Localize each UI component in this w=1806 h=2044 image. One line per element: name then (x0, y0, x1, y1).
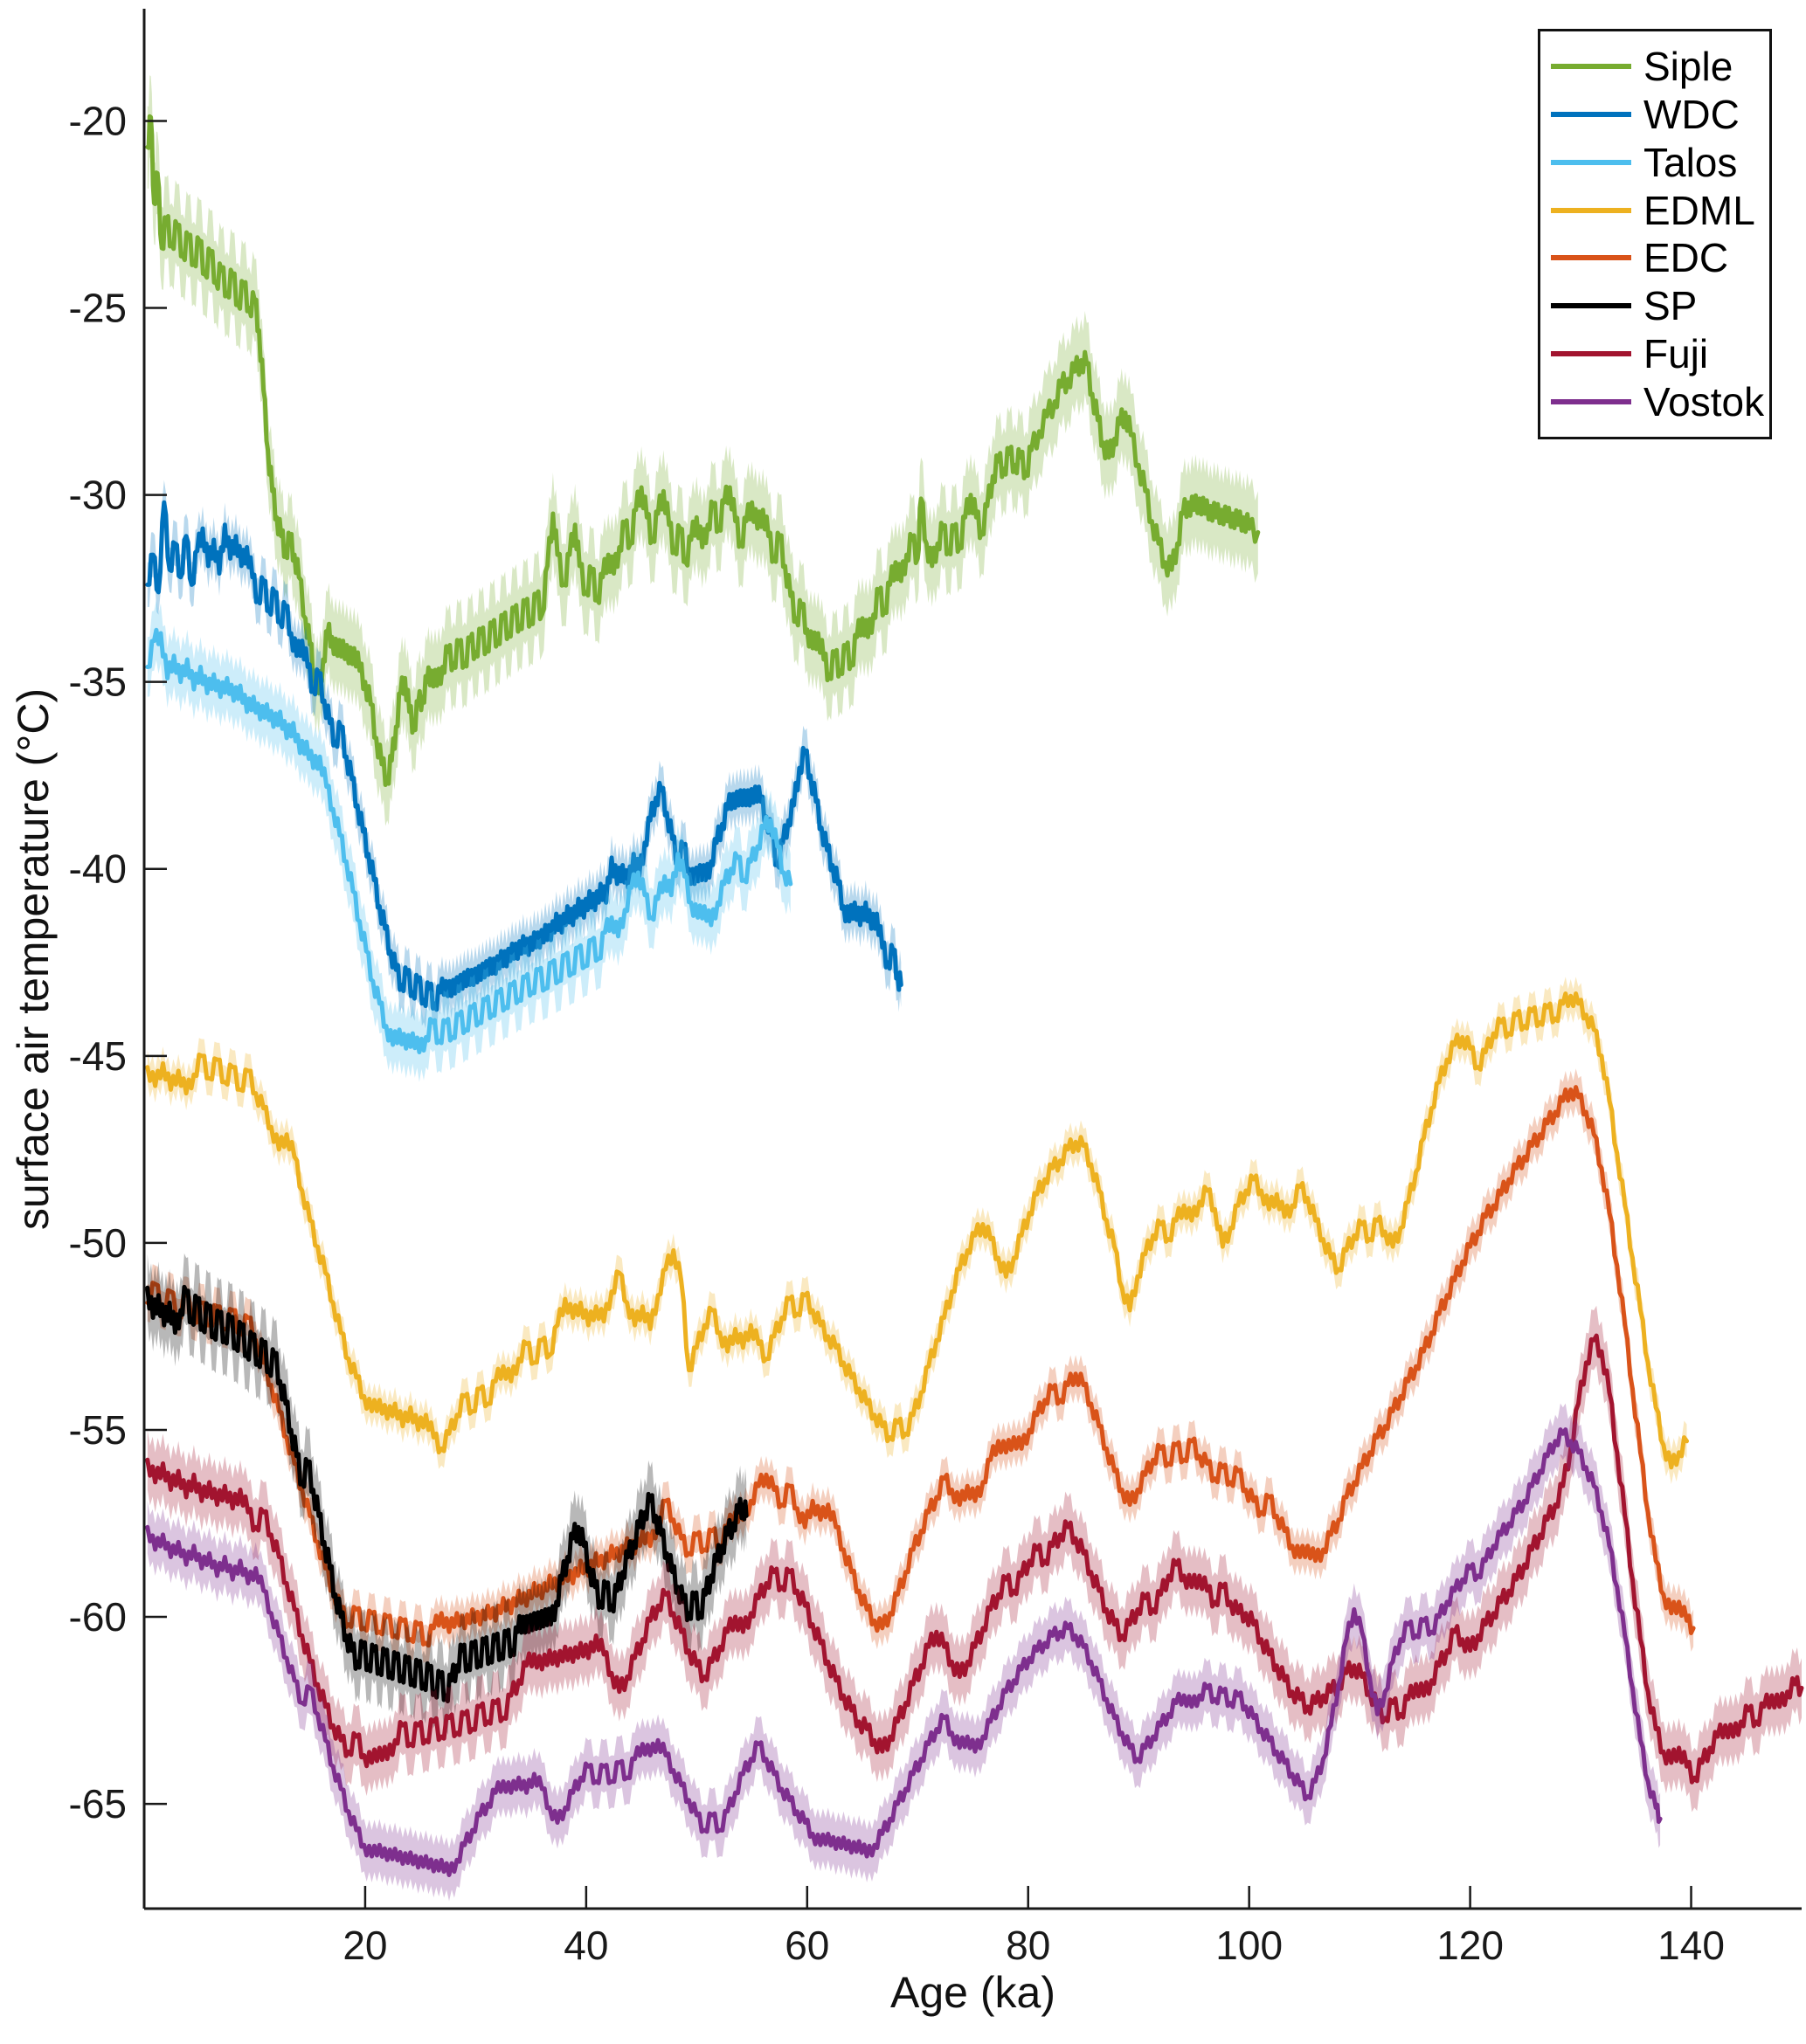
x-tick-label: 120 (1436, 1923, 1504, 1968)
legend-item-edc: EDC (1551, 238, 1769, 278)
y-axis-label: surface air temperature (°C) (9, 687, 58, 1231)
legend-line-swatch-sp (1551, 303, 1631, 309)
line-wdc (145, 500, 903, 1012)
legend-item-edml: EDML (1551, 190, 1769, 231)
legend-label-edml: EDML (1643, 187, 1755, 233)
line-talos (145, 627, 793, 1054)
y-tick-label: -60 (69, 1594, 127, 1640)
y-tick-label: -65 (69, 1781, 127, 1826)
x-tick-label: 60 (785, 1923, 829, 1968)
legend-label-siple: Siple (1643, 43, 1733, 89)
legend-line-swatch-vostok (1551, 399, 1631, 404)
series-sp (145, 1253, 749, 1735)
x-tick-label: 80 (1006, 1923, 1050, 1968)
legend-item-sp: SP (1551, 286, 1769, 326)
y-tick-label: -45 (69, 1033, 127, 1079)
legend-label-fuji: Fuji (1643, 331, 1709, 377)
legend-item-siple: Siple (1551, 46, 1769, 86)
line-vostok (145, 1427, 1663, 1877)
legend-line-swatch-fuji (1551, 351, 1631, 357)
legend-item-talos: Talos (1551, 142, 1769, 183)
series-edc (145, 1068, 1696, 1665)
uncertainty-band-vostok (147, 1403, 1661, 1902)
legend-label-edc: EDC (1643, 235, 1729, 281)
y-tick-label: -30 (69, 473, 127, 518)
x-tick-label: 40 (564, 1923, 608, 1968)
legend-item-vostok: Vostok (1551, 382, 1769, 422)
line-edc (145, 1085, 1696, 1648)
legend-item-fuji: Fuji (1551, 334, 1769, 374)
series-vostok (145, 1403, 1663, 1902)
legend-line-swatch-talos (1551, 159, 1631, 165)
x-tick-label: 140 (1657, 1923, 1725, 1968)
uncertainty-band-sp (147, 1253, 747, 1735)
series-wdc (145, 480, 903, 1032)
legend-line-swatch-siple (1551, 63, 1631, 69)
legend-item-wdc: WDC (1551, 94, 1769, 135)
line-sp (145, 1284, 749, 1703)
legend-line-swatch-wdc (1551, 111, 1631, 117)
y-tick-label: -25 (69, 286, 127, 331)
y-tick-label: -35 (69, 659, 127, 705)
series-fuji (145, 1305, 1804, 1813)
y-tick-label: -50 (69, 1220, 127, 1266)
y-tick-label: -55 (69, 1407, 127, 1453)
line-fuji (145, 1333, 1804, 1785)
legend-label-wdc: WDC (1643, 91, 1740, 137)
line-edml (145, 991, 1689, 1470)
legend: Siple WDC Talos EDML EDC SP Fuji Vostok (1538, 29, 1772, 439)
uncertainty-band-siple (147, 75, 1258, 826)
y-tick-label: -20 (69, 98, 127, 143)
axes: 20 40 60 80 100 120 140 -20 -25 -30 -35 -40 -45 -50 -5… (69, 9, 1802, 1968)
y-tick-label: -40 (69, 846, 127, 892)
legend-label-sp: SP (1643, 283, 1698, 329)
legend-label-vostok: Vostok (1643, 379, 1765, 425)
x-tick-label: 100 (1215, 1923, 1283, 1968)
x-axis-label: Age (ka) (890, 1968, 1055, 2017)
series-edml (145, 977, 1689, 1485)
x-tick-label: 20 (343, 1923, 387, 1968)
series-talos (145, 600, 793, 1082)
legend-label-talos: Talos (1643, 139, 1738, 185)
legend-line-swatch-edml (1551, 207, 1631, 213)
legend-line-swatch-edc (1551, 255, 1631, 261)
